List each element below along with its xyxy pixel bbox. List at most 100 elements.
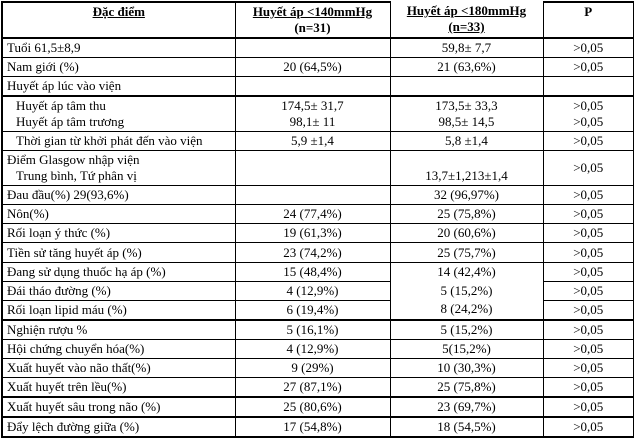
p-value-cell: >0,05 xyxy=(542,357,634,378)
table-row: Hội chứng chuyển hóa(%) 4 (12,9%) 5(15,2%)… xyxy=(1,338,634,359)
cell-line: 5 (15,2%) xyxy=(440,282,493,298)
cell-line: 59,8± 7,7 xyxy=(441,40,492,56)
cell-line: Nôn(%) xyxy=(7,206,49,222)
cell-line: >0,05 xyxy=(573,282,604,298)
cell-line: 19 (61,3%) xyxy=(283,225,342,241)
cell-line: Đái tháo đường (%) xyxy=(7,282,111,298)
row-label-cell: Rối loạn lipid máu (%) xyxy=(1,299,236,321)
table-row: Đang sử dụng thuốc hạ áp (%) 15 (48,4%) 14… xyxy=(1,261,634,282)
cell-line: >0,05 xyxy=(573,340,604,356)
cell-line: >0,05 xyxy=(573,40,604,56)
cell-line: 5(15,2%) xyxy=(442,340,491,356)
cell-line: Đau đầu(%) 29(93,6%) xyxy=(7,187,129,203)
cell-line: 5,9 ±1,4 xyxy=(291,133,334,149)
group1-value-cell: 9 (29%) xyxy=(234,357,391,378)
row-label-cell: Đau đầu(%) 29(93,6%) xyxy=(1,185,236,206)
cell-line: 32 (96,97%) xyxy=(434,187,499,203)
row-label-cell: Hội chứng chuyển hóa(%) xyxy=(1,338,236,359)
cell-line: Xuất huyết vào não thất(%) xyxy=(7,359,151,375)
cell-line: Đang sử dụng thuốc hạ áp (%) xyxy=(7,263,166,279)
cell-line: 17 (54,8%) xyxy=(283,418,342,434)
p-value-cell: >0,05 xyxy=(542,376,634,398)
p-value-cell: >0,05 xyxy=(542,185,634,206)
table-row: Huyết áp tâm thu Huyết áp tâm trương 174,5… xyxy=(1,95,634,133)
cell-line xyxy=(394,152,540,168)
group2-value-cell: 173,5± 33,3 98,5± 14,5 xyxy=(389,95,544,133)
table-row: Huyết áp lúc vào viện xyxy=(1,76,634,97)
group1-value-cell xyxy=(234,76,391,97)
group1-value-cell: 17 (54,8%) xyxy=(234,415,391,438)
cell-line: 10 (30,3%) xyxy=(437,359,496,375)
group1-value-cell: 23 (74,2%) xyxy=(234,242,391,263)
cell-line: >0,05 xyxy=(573,187,604,203)
row-label-cell: Huyết áp lúc vào viện xyxy=(1,76,236,97)
cell-line: >0,05 xyxy=(573,133,604,149)
table-row: Rối loạn lipid máu (%) 6 (19,4%) 8 (24,2%)… xyxy=(1,299,634,321)
group1-value-cell: 6 (19,4%) xyxy=(234,299,391,321)
row-label-cell: Điểm Glasgow nhập viện Trung bình, Tứ phâ… xyxy=(1,150,236,187)
group2-value-cell: 25 (75,7%) xyxy=(389,242,544,263)
cell-line: >0,05 xyxy=(573,114,604,130)
cell-line: 21 (63,6%) xyxy=(437,59,496,75)
p-value-cell: >0,05 xyxy=(542,242,634,263)
characteristic-column-header: Đặc điểm xyxy=(1,1,236,39)
cell-line: >0,05 xyxy=(573,98,604,114)
cell-line: 5 (15,2%) xyxy=(440,321,493,337)
table-row: Đẩy lệch đường giữa (%) 17 (54,8%) 18 (54,… xyxy=(1,415,634,438)
group2-value-cell: 14 (42,4%) xyxy=(389,261,544,282)
group1-value-cell: 19 (61,3%) xyxy=(234,223,391,244)
group2-value-cell: 25 (75,8%) xyxy=(389,204,544,225)
cell-line xyxy=(394,78,540,94)
group2-value-cell: 21 (63,6%) xyxy=(389,57,544,78)
group2-value-cell: 5,8 ±1,4 xyxy=(389,131,544,152)
cell-line: >0,05 xyxy=(573,398,604,414)
cell-line: >0,05 xyxy=(573,301,604,317)
cell-line: 25 (75,8%) xyxy=(437,378,496,394)
cell-line: 173,5± 33,3 xyxy=(435,98,498,114)
cell-line: Nam giới (%) xyxy=(7,59,79,75)
table-row: Xuất huyết trên lều(%) 27 (87,1%) 25 (75,8… xyxy=(1,376,634,398)
row-label-cell: Nghiện rượu % xyxy=(1,318,236,340)
cell-line: 20 (60,6%) xyxy=(437,225,496,241)
header-line: P xyxy=(584,4,593,19)
cell-line: Tiền sử tăng huyết áp (%) xyxy=(7,244,142,260)
table-row: Thời gian từ khởi phát đến vào viện 5,9 ±… xyxy=(1,131,634,152)
group1-value-cell: 174,5± 31,7 98,1± 11 xyxy=(234,95,391,133)
cell-line: >0,05 xyxy=(573,378,604,394)
cell-line: Thời gian từ khởi phát đến vào viện xyxy=(16,133,203,149)
group1-value-cell: 5,9 ±1,4 xyxy=(234,131,391,152)
group2-value-cell xyxy=(389,76,544,97)
p-value-cell: >0,05 xyxy=(542,204,634,225)
table-row: Tiền sử tăng huyết áp (%) 23 (74,2%) 25 (7… xyxy=(1,242,634,263)
cell-line: 23 (74,2%) xyxy=(283,244,342,260)
p-value-cell xyxy=(542,76,634,97)
row-label-cell: Nam giới (%) xyxy=(1,57,236,78)
cell-line: 98,5± 14,5 xyxy=(438,114,495,130)
cell-line: Huyết áp tâm thu xyxy=(16,98,106,114)
cell-line: >0,05 xyxy=(573,59,604,75)
cell-line: Huyết áp lúc vào viện xyxy=(7,78,122,94)
group1-value-cell xyxy=(234,185,391,206)
cell-line: 18 (54,5%) xyxy=(437,418,496,434)
cell-line: Xuất huyết sâu trong não (%) xyxy=(7,398,161,414)
cell-line: 5 (16,1%) xyxy=(286,321,339,337)
group2-value-cell: 18 (54,5%) xyxy=(389,415,544,438)
row-label-cell: Tuổi 61,5±8,9 xyxy=(1,37,236,59)
header-line: (n=33) xyxy=(448,19,485,34)
group1-value-cell: 5 (16,1%) xyxy=(234,318,391,340)
header-line: (n=31) xyxy=(294,20,331,35)
cell-line: 6 (19,4%) xyxy=(286,301,339,317)
bp140-column-header: Huyết áp <140mmHg (n=31) xyxy=(234,1,391,39)
cell-line: 23 (69,7%) xyxy=(437,398,496,414)
group2-value-cell: 23 (69,7%) xyxy=(389,395,544,418)
cell-line: Trung bình, Tứ phân vị xyxy=(16,168,137,184)
row-label-cell: Đang sử dụng thuốc hạ áp (%) xyxy=(1,261,236,282)
cell-line: >0,05 xyxy=(573,263,604,279)
cell-line: >0,05 xyxy=(573,418,604,434)
cell-line: >0,05 xyxy=(573,225,604,241)
table-row: Đau đầu(%) 29(93,6%) 32 (96,97%) >0,05 xyxy=(1,185,634,206)
table-row: Nghiện rượu % 5 (16,1%) 5 (15,2%) >0,05 xyxy=(1,318,634,340)
group2-value-cell: 59,8± 7,7 xyxy=(389,37,544,59)
cell-line: >0,05 xyxy=(573,359,604,375)
